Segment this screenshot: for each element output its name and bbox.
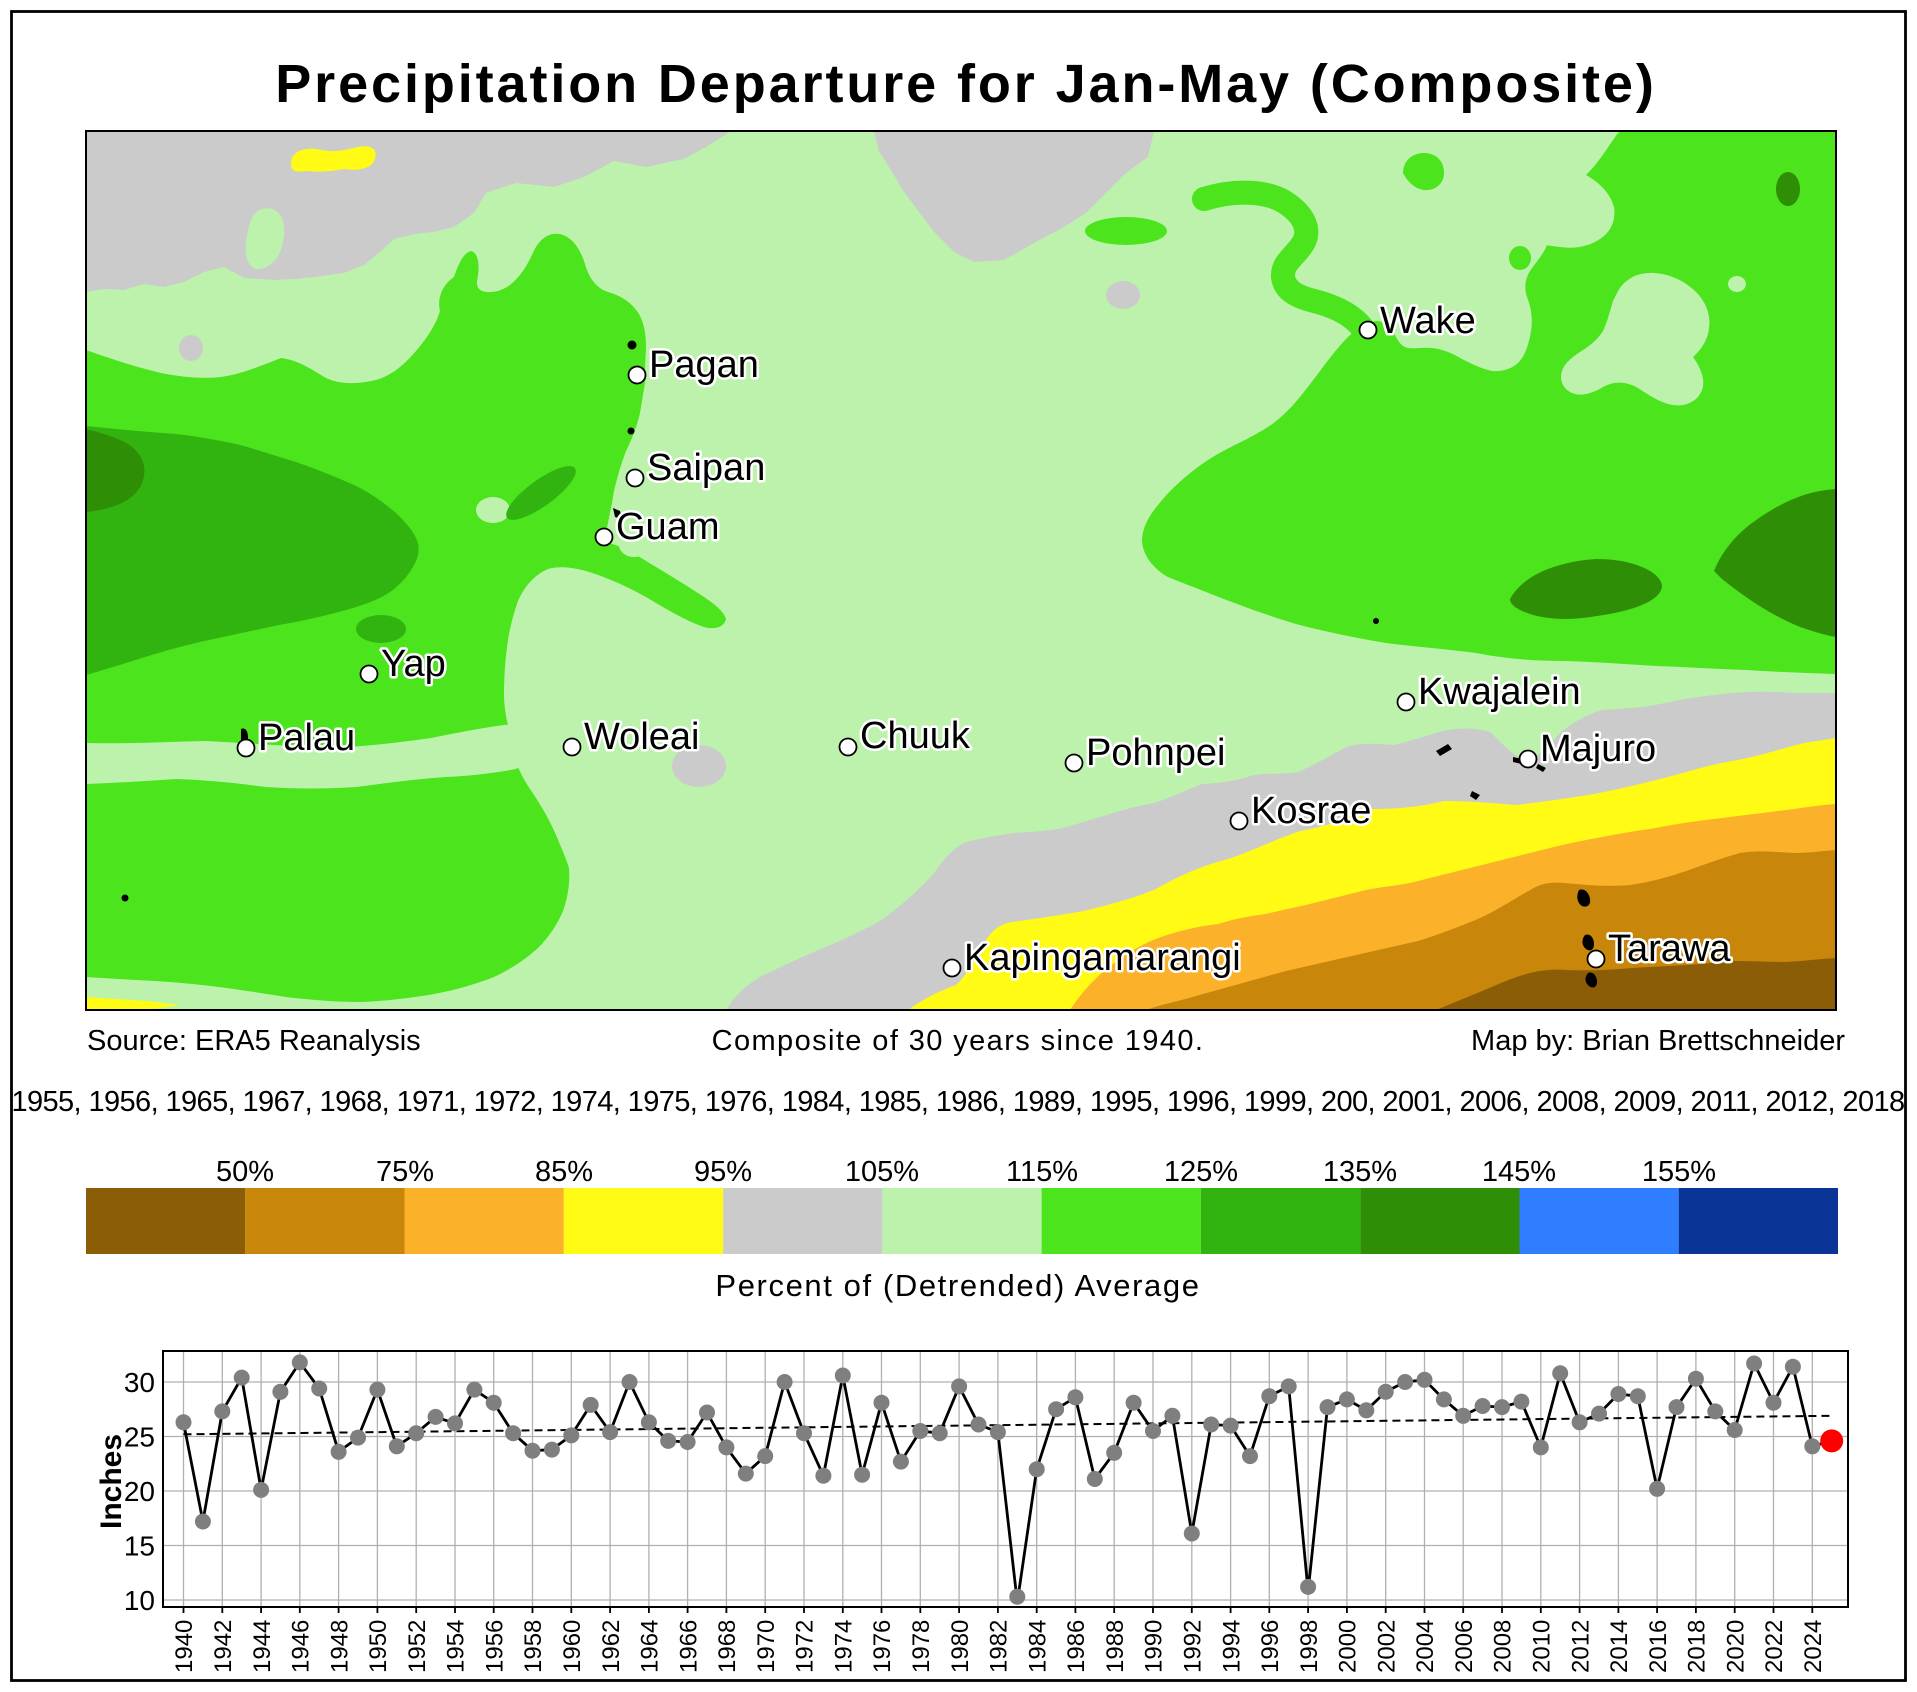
svg-text:1998: 1998 [1296, 1620, 1323, 1673]
svg-text:135%: 135% [1323, 1156, 1397, 1188]
svg-text:2006: 2006 [1451, 1620, 1478, 1673]
svg-text:Kwajalein: Kwajalein [1418, 671, 1581, 713]
svg-text:2020: 2020 [1722, 1620, 1749, 1673]
svg-text:Composite of 30 years since 19: Composite of 30 years since 1940. [712, 1025, 1205, 1057]
svg-text:1954: 1954 [443, 1620, 470, 1673]
svg-text:145%: 145% [1482, 1156, 1556, 1188]
svg-text:1976: 1976 [869, 1620, 896, 1673]
svg-text:1984: 1984 [1024, 1620, 1051, 1673]
svg-text:125%: 125% [1164, 1156, 1238, 1188]
svg-text:1942: 1942 [210, 1620, 237, 1673]
svg-text:Kosrae: Kosrae [1251, 790, 1371, 832]
svg-text:Pohnpei: Pohnpei [1086, 732, 1225, 774]
svg-text:Percent of (Detrended) Average: Percent of (Detrended) Average [715, 1268, 1200, 1303]
svg-text:1996: 1996 [1257, 1620, 1284, 1673]
svg-text:155%: 155% [1642, 1156, 1716, 1188]
svg-text:115%: 115% [1006, 1156, 1078, 1188]
svg-text:Woleai: Woleai [584, 716, 699, 758]
svg-text:10: 10 [124, 1585, 155, 1616]
svg-text:15: 15 [124, 1531, 155, 1562]
svg-text:75%: 75% [376, 1156, 434, 1188]
svg-text:Chuuk: Chuuk [860, 715, 971, 757]
svg-text:1988: 1988 [1102, 1620, 1129, 1673]
svg-text:Source: ERA5 Reanalysis: Source: ERA5 Reanalysis [87, 1025, 421, 1057]
svg-text:Yap: Yap [381, 643, 446, 685]
svg-text:1982: 1982 [986, 1620, 1013, 1673]
svg-text:1974: 1974 [831, 1620, 858, 1673]
svg-text:2018: 2018 [1684, 1620, 1711, 1673]
svg-text:30: 30 [124, 1367, 155, 1398]
svg-text:1966: 1966 [675, 1620, 702, 1673]
svg-text:1968: 1968 [714, 1620, 741, 1673]
svg-text:Wake: Wake [1380, 300, 1476, 342]
svg-text:2002: 2002 [1373, 1620, 1400, 1673]
svg-text:50%: 50% [216, 1156, 274, 1188]
svg-text:2010: 2010 [1529, 1620, 1556, 1673]
svg-text:1958: 1958 [520, 1620, 547, 1673]
svg-text:1978: 1978 [908, 1620, 935, 1673]
svg-text:1956: 1956 [481, 1620, 508, 1673]
svg-text:2008: 2008 [1490, 1620, 1517, 1673]
svg-text:2012: 2012 [1567, 1620, 1594, 1673]
svg-text:2014: 2014 [1606, 1620, 1633, 1673]
svg-text:Inches: Inches [95, 1434, 128, 1529]
svg-text:Palau: Palau [258, 717, 355, 759]
svg-text:Tarawa: Tarawa [1608, 928, 1731, 970]
svg-text:1960: 1960 [559, 1620, 586, 1673]
svg-text:105%: 105% [845, 1156, 919, 1188]
svg-text:2000: 2000 [1335, 1620, 1362, 1673]
svg-text:1944: 1944 [249, 1620, 276, 1673]
svg-text:1940: 1940 [171, 1620, 198, 1673]
svg-text:1950: 1950 [365, 1620, 392, 1673]
svg-text:Map by: Brian Brettschneider: Map by: Brian Brettschneider [1471, 1025, 1845, 1057]
svg-text:85%: 85% [535, 1156, 593, 1188]
svg-text:20: 20 [124, 1476, 155, 1507]
svg-text:Kapingamarangi: Kapingamarangi [964, 937, 1241, 979]
svg-text:1970: 1970 [753, 1620, 780, 1673]
svg-text:1946: 1946 [288, 1620, 315, 1673]
svg-text:2022: 2022 [1761, 1620, 1788, 1673]
svg-text:Majuro: Majuro [1540, 728, 1656, 770]
svg-text:1992: 1992 [1180, 1620, 1207, 1673]
svg-text:Pagan: Pagan [649, 344, 759, 386]
svg-text:25: 25 [124, 1422, 155, 1453]
svg-text:2016: 2016 [1645, 1620, 1672, 1673]
svg-text:1964: 1964 [637, 1620, 664, 1673]
svg-text:1962: 1962 [598, 1620, 625, 1673]
svg-text:1990: 1990 [1141, 1620, 1168, 1673]
svg-text:1994: 1994 [1218, 1620, 1245, 1673]
svg-text:2024: 2024 [1800, 1620, 1827, 1673]
svg-text:1948: 1948 [326, 1620, 353, 1673]
svg-text:1955, 1956, 1965, 1967, 1968,: 1955, 1956, 1965, 1967, 1968, 1971, 1972… [11, 1086, 1904, 1118]
svg-text:Precipitation Departure for Ja: Precipitation Departure for Jan-May (Com… [275, 54, 1657, 114]
svg-text:95%: 95% [694, 1156, 752, 1188]
svg-text:1986: 1986 [1063, 1620, 1090, 1673]
svg-text:Saipan: Saipan [647, 447, 765, 489]
svg-text:1980: 1980 [947, 1620, 974, 1673]
svg-text:Guam: Guam [616, 506, 719, 548]
svg-text:2004: 2004 [1412, 1620, 1439, 1673]
svg-text:1952: 1952 [404, 1620, 431, 1673]
svg-text:1972: 1972 [792, 1620, 819, 1673]
